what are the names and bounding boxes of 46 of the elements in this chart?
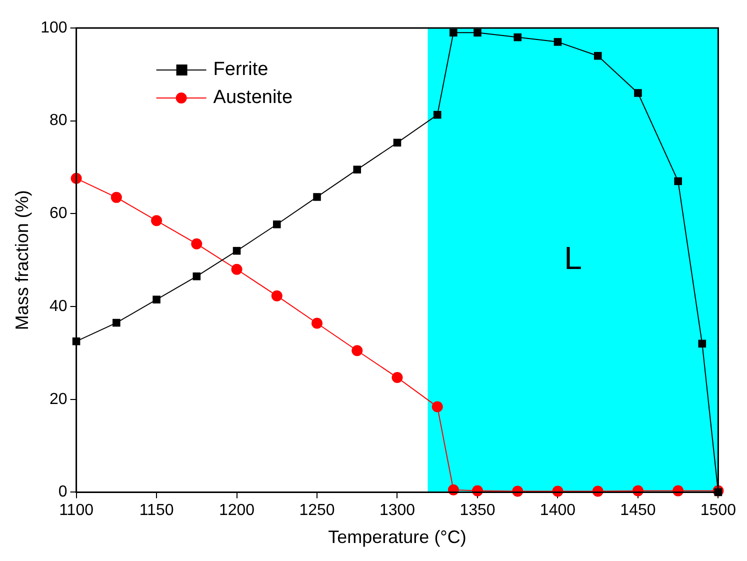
point [433, 110, 442, 119]
point [152, 296, 160, 304]
point [514, 33, 522, 42]
x-tick-label: 1500 [700, 502, 736, 520]
point [393, 138, 402, 147]
point [674, 177, 682, 186]
x-tick-label: 1450 [620, 502, 656, 520]
x-tick-label: 1350 [460, 502, 496, 520]
point [271, 290, 282, 302]
x-tick-label: 1150 [139, 502, 174, 520]
x-axis-title: Temperature (°C) [328, 527, 466, 548]
x-tick-label: 1100 [59, 502, 94, 520]
point [110, 192, 122, 203]
point [312, 318, 323, 329]
point [432, 401, 443, 412]
y-tick-label: 60 [50, 205, 68, 222]
point [112, 318, 120, 327]
point [450, 28, 458, 37]
x-tick-label: 1300 [379, 502, 416, 520]
point [594, 52, 602, 60]
point [634, 89, 642, 97]
y-tick-label: 100 [40, 19, 68, 36]
point [151, 215, 162, 226]
x-tick-label: 1400 [540, 502, 576, 520]
band-label: L [564, 240, 582, 276]
point [232, 246, 241, 255]
y-tick-label: 0 [58, 484, 68, 501]
point [192, 272, 201, 280]
point [273, 220, 281, 228]
y-tick-label: 80 [50, 112, 68, 130]
point [231, 264, 242, 275]
y-tick-label: 20 [50, 390, 68, 408]
point [554, 38, 562, 46]
legend-label: Ferrite [213, 59, 268, 80]
point [392, 372, 403, 384]
point [474, 28, 482, 37]
point [313, 193, 321, 201]
y-axis-title: Mass fraction (%) [12, 190, 32, 330]
point [191, 238, 202, 250]
legend-label: Austenite [213, 87, 293, 108]
point [352, 345, 363, 356]
y-tick-label: 40 [50, 298, 68, 315]
point [353, 166, 362, 174]
x-tick-label: 1250 [299, 502, 335, 520]
point [698, 340, 706, 348]
x-tick-label: 1200 [218, 502, 255, 520]
